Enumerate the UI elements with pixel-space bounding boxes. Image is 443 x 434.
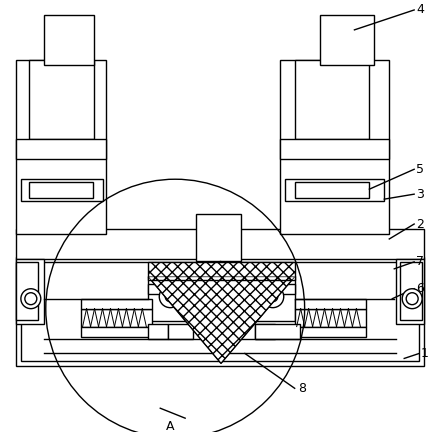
Circle shape <box>159 286 181 308</box>
Bar <box>16 60 105 234</box>
Circle shape <box>262 286 284 308</box>
Bar <box>255 324 299 339</box>
Bar <box>29 60 93 139</box>
Bar <box>148 324 168 339</box>
Bar <box>400 262 422 319</box>
Polygon shape <box>148 277 295 363</box>
Bar <box>168 324 193 339</box>
Text: 1: 1 <box>421 347 429 360</box>
Bar <box>148 276 188 321</box>
Text: 2: 2 <box>416 217 424 230</box>
Circle shape <box>25 293 37 305</box>
Bar <box>255 324 275 339</box>
Circle shape <box>406 293 418 305</box>
Text: 7: 7 <box>416 255 424 268</box>
Bar <box>29 182 93 198</box>
Bar <box>81 326 152 336</box>
Bar <box>16 262 38 319</box>
Circle shape <box>268 292 278 302</box>
Text: 4: 4 <box>416 3 424 16</box>
Bar <box>255 276 295 321</box>
Bar <box>396 259 424 324</box>
Bar <box>275 284 295 294</box>
Bar <box>148 284 168 294</box>
Bar <box>319 15 374 65</box>
Bar <box>295 182 369 198</box>
Bar <box>16 229 424 259</box>
Bar <box>148 262 295 280</box>
Circle shape <box>165 292 175 302</box>
Bar <box>21 179 102 201</box>
Bar <box>21 262 419 362</box>
Bar <box>196 214 241 261</box>
Text: 8: 8 <box>298 382 306 395</box>
Text: 6: 6 <box>416 282 424 295</box>
Text: 3: 3 <box>416 187 424 201</box>
Bar <box>295 326 366 336</box>
Circle shape <box>21 289 41 309</box>
Bar <box>280 139 389 159</box>
Bar <box>16 257 424 366</box>
Bar <box>295 309 366 326</box>
Bar <box>295 60 369 139</box>
Bar <box>280 60 389 234</box>
Text: A: A <box>166 420 175 433</box>
Text: 5: 5 <box>416 163 424 176</box>
Bar <box>81 309 152 326</box>
Bar <box>295 299 366 309</box>
Bar <box>16 259 44 324</box>
Bar <box>285 179 384 201</box>
Bar <box>16 139 105 159</box>
Bar <box>81 299 152 309</box>
Circle shape <box>402 289 422 309</box>
Bar <box>148 262 295 280</box>
Bar <box>44 15 93 65</box>
